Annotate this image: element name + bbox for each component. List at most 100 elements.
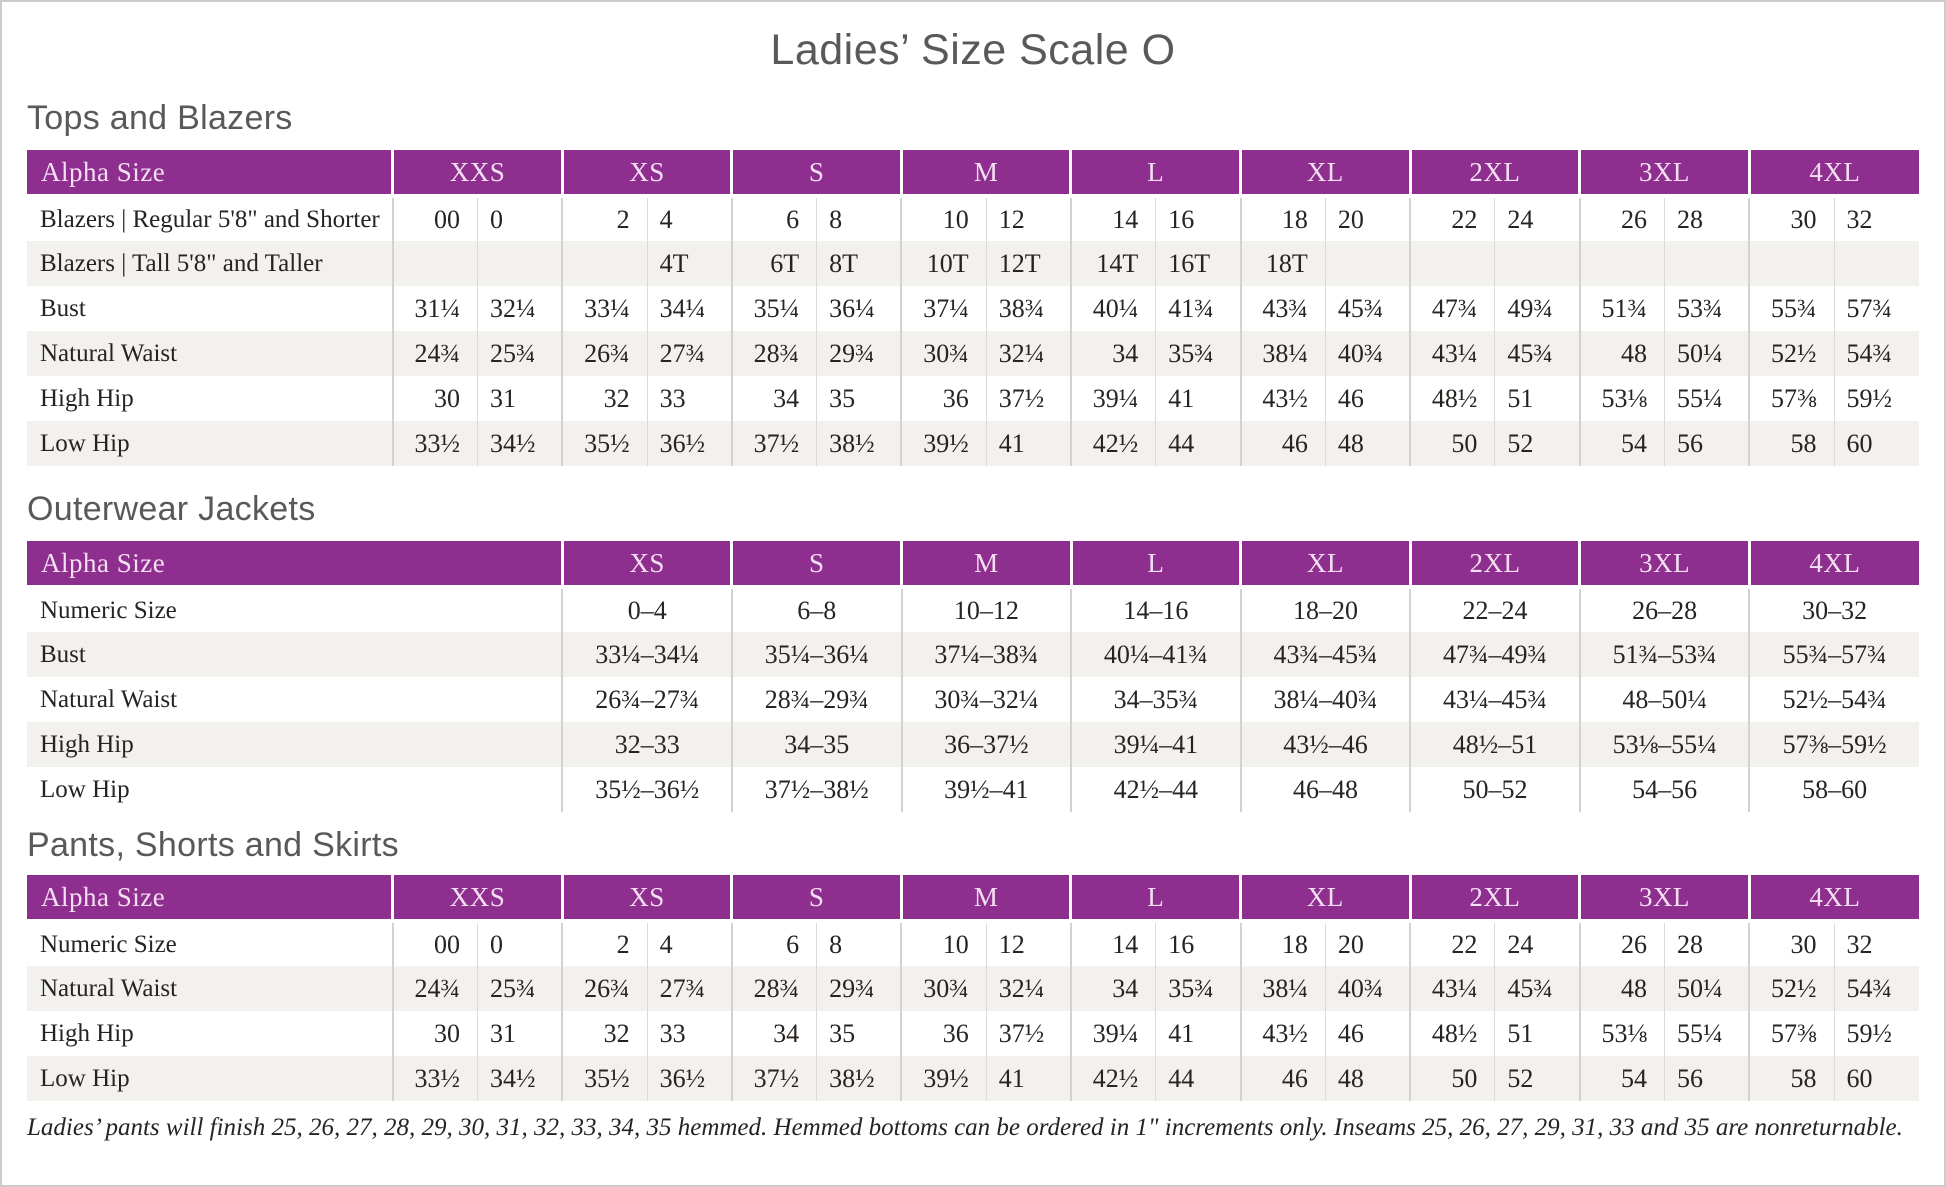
size-cell: 26 [1578,921,1665,966]
size-range-cell: 37¼–38¾ [900,632,1072,677]
table-row: Low Hip 35½–36½ 37½–38½ 39½–41 42½–44 46–48 50… [27,767,1919,812]
size-cell: 35½ [561,421,648,466]
size-cell: 38½ [816,1056,902,1101]
size-cell: 20 [1324,196,1411,241]
size-column-header-xs: XS [560,875,732,923]
size-cell: 43½ [1239,376,1326,421]
table-row: Blazers | Regular 5'8" and Shorter 00 0 2 4 6… [27,196,1919,241]
size-cell: 48 [1578,331,1665,376]
size-range-cell: 54–56 [1578,767,1750,812]
size-range-cell: 55¾–57¾ [1748,632,1919,677]
row-label: Natural Waist [27,966,393,1011]
size-range-cell: 22–24 [1409,587,1580,632]
size-range-cell: 50–52 [1409,767,1580,812]
size-cell: 37½ [730,1056,817,1101]
size-cell: 31 [477,376,563,421]
size-range-cell: 26–28 [1578,587,1750,632]
size-cell: 30 [391,1011,478,1056]
size-range-cell: 38¼–40¾ [1239,677,1411,722]
section-pants-shorts-skirts: Pants, Shorts and Skirts Alpha Size XXS XS… [27,826,1919,1101]
size-cell: 34 [1069,331,1156,376]
page-title: Ladies’ Size Scale O [770,26,1176,74]
size-range-cell: 10–12 [900,587,1072,632]
size-cell: 36½ [646,421,732,466]
size-cell: 38¾ [985,286,1071,331]
size-cell: 33 [646,1011,732,1056]
size-cell [1578,241,1665,286]
row-label: Low Hip [27,421,393,466]
size-range-cell: 35¼–36¼ [730,632,902,677]
size-cell: 00 [391,196,478,241]
size-range-cell: 48–50¼ [1578,677,1750,722]
size-cell: 28 [1663,196,1750,241]
row-label: High Hip [40,384,134,412]
size-cell: 30 [1748,196,1834,241]
size-cell: 50 [1409,1056,1495,1101]
size-cell: 50¼ [1663,331,1750,376]
size-cell: 36 [900,376,987,421]
pants-shorts-skirts-table-container: Alpha Size XXS XS S M L XL 2XL 3XL 4XL Numeric Siz… [27,875,1919,1101]
size-column-header-l: L [1069,541,1241,589]
size-column-header-l: L [1069,875,1241,923]
pants-shorts-skirts-table: Alpha Size XXS XS S M L XL 2XL 3XL 4XL Numeric Siz… [27,875,1919,1101]
size-cell: 42½ [1069,1056,1156,1101]
size-column-header-xs: XS [560,541,732,589]
alpha-size-header: Alpha Size [27,150,393,198]
row-label: Blazers | Tall 5'8" and Taller [27,241,393,286]
size-cell: 30¾ [900,331,987,376]
size-cell: 48 [1578,966,1665,1011]
size-cell: 28 [1663,921,1750,966]
size-cell: 34½ [477,421,563,466]
size-column-header-4xl: 4XL [1747,875,1919,923]
size-cell: 36½ [646,1056,732,1101]
size-cell: 43¾ [1239,286,1326,331]
table-row: High Hip 30 31 32 33 34 35 36 37½ 39¼ 41 43½ 46 48½ 51… [27,1011,1919,1056]
size-column-header-3xl: 3XL [1578,875,1750,923]
size-cell: 48 [1324,421,1411,466]
size-range-cell: 32–33 [561,722,732,767]
section-heading-tops-and-blazers: Tops and Blazers [27,99,293,137]
table-row: Natural Waist 24¾ 25¾ 26¾ 27¾ 28¾ 29¾ 30¾ 32¼ 34 3… [27,331,1919,376]
size-range-cell: 39½–41 [900,767,1072,812]
size-range-cell: 46–48 [1239,767,1411,812]
size-cell: 39¼ [1069,1011,1156,1056]
size-cell: 00 [391,921,478,966]
size-cell: 53⅛ [1578,376,1665,421]
size-cell: 2 [561,921,648,966]
size-cell: 34¼ [646,286,732,331]
size-cell: 35 [816,376,902,421]
table-row: Numeric Size 0–4 6–8 10–12 14–16 18–20 22–24 26… [27,587,1919,632]
size-cell: 44 [1155,1056,1241,1101]
size-cell: 41 [1155,376,1241,421]
size-cell: 32¼ [985,966,1071,1011]
section-heading-pants-shorts-skirts: Pants, Shorts and Skirts [27,826,399,864]
size-column-header-xl: XL [1239,541,1411,589]
size-range-cell: 30–32 [1748,587,1919,632]
size-cell: 43¼ [1409,966,1495,1011]
size-cell: 52 [1494,421,1580,466]
size-column-header-xl: XL [1239,875,1411,923]
size-cell: 12T [985,241,1071,286]
size-column-header-2xl: 2XL [1408,150,1580,198]
size-cell: 32¼ [985,331,1071,376]
size-column-header-m: M [899,150,1071,198]
row-label: Low Hip [27,1056,393,1101]
size-cell [561,241,648,286]
size-cell: 52½ [1748,966,1834,1011]
size-cell: 40¾ [1324,966,1411,1011]
size-range-cell: 43¼–45¾ [1409,677,1580,722]
row-label: Bust [27,632,563,677]
size-cell: 48½ [1409,1011,1495,1056]
size-cell: 56 [1663,1056,1750,1101]
size-cell: 54 [1578,421,1665,466]
size-cell: 4T [646,241,732,286]
size-cell: 29¾ [816,966,902,1011]
size-cell: 10T [900,241,987,286]
size-cell: 45¾ [1324,286,1411,331]
size-cell: 16 [1155,921,1241,966]
size-cell: 6 [730,921,817,966]
size-cell: 47¾ [1409,286,1495,331]
size-cell: 34½ [477,1056,563,1101]
size-cell: 49¾ [1494,286,1580,331]
size-cell: 24 [1494,921,1580,966]
